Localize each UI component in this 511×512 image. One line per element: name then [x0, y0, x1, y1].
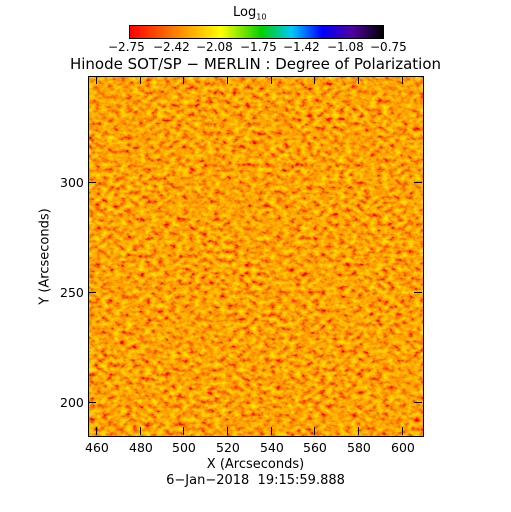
x-tick: [227, 427, 228, 435]
x-tick-label: 480: [129, 440, 153, 455]
y-tick: [414, 182, 422, 183]
map-strong-regions: [89, 77, 423, 436]
x-tick: [183, 427, 184, 435]
colorbar-tick-label: −2.42: [153, 40, 190, 54]
x-tick-label: 600: [391, 440, 415, 455]
x-tick: [183, 76, 184, 84]
x-tick: [402, 427, 403, 435]
x-tick-label: 560: [303, 440, 327, 455]
x-axis-label: X (Arcseconds): [206, 457, 305, 472]
x-tick-label: 460: [85, 440, 109, 455]
colorbar-tick-labels: −2.75 −2.42 −2.08 −1.75 −1.42 −1.08 −0.7…: [0, 41, 511, 55]
x-tick: [140, 76, 141, 84]
x-tick: [96, 76, 97, 84]
polarization-texture: [89, 77, 423, 436]
x-tick: [140, 427, 141, 435]
x-tick: [402, 76, 403, 84]
x-tick-label: 540: [260, 440, 284, 455]
x-tick: [314, 76, 315, 84]
x-tick: [271, 76, 272, 84]
y-tick: [88, 402, 96, 403]
colorbar: [129, 25, 384, 39]
plot-title: Hinode SOT/SP − MERLIN : Degree of Polar…: [69, 55, 442, 73]
y-tick: [414, 292, 422, 293]
x-tick: [271, 427, 272, 435]
colorbar-tick-label: −1.08: [327, 40, 364, 54]
x-tick-label: 520: [216, 440, 240, 455]
y-tick: [414, 402, 422, 403]
x-tick: [358, 76, 359, 84]
x-tick: [358, 427, 359, 435]
x-tick: [314, 427, 315, 435]
y-tick: [88, 292, 96, 293]
y-tick: [88, 182, 96, 183]
polarization-image: [88, 76, 424, 437]
y-axis-label: Y (Arcseconds): [37, 208, 53, 305]
timestamp: 6−Jan−2018 19:15:59.888: [166, 473, 345, 488]
x-tick: [227, 76, 228, 84]
colorbar-tick-label: −2.75: [108, 40, 145, 54]
x-tick: [96, 427, 97, 435]
x-tick-label: 500: [172, 440, 196, 455]
colorbar-tick-label: −2.08: [196, 40, 233, 54]
colorbar-label-main: Log: [233, 5, 257, 20]
colorbar-tick-label: −1.42: [283, 40, 320, 54]
colorbar-label: Log10: [233, 6, 266, 24]
y-tick-label: 200: [60, 395, 84, 410]
colorbar-tick-label: −1.75: [240, 40, 277, 54]
x-tick-label: 580: [347, 440, 371, 455]
y-tick-label: 300: [60, 175, 84, 190]
colorbar-label-subscript: 10: [256, 12, 267, 22]
y-tick-label: 250: [60, 285, 84, 300]
colorbar-tick-label: −0.75: [370, 40, 407, 54]
